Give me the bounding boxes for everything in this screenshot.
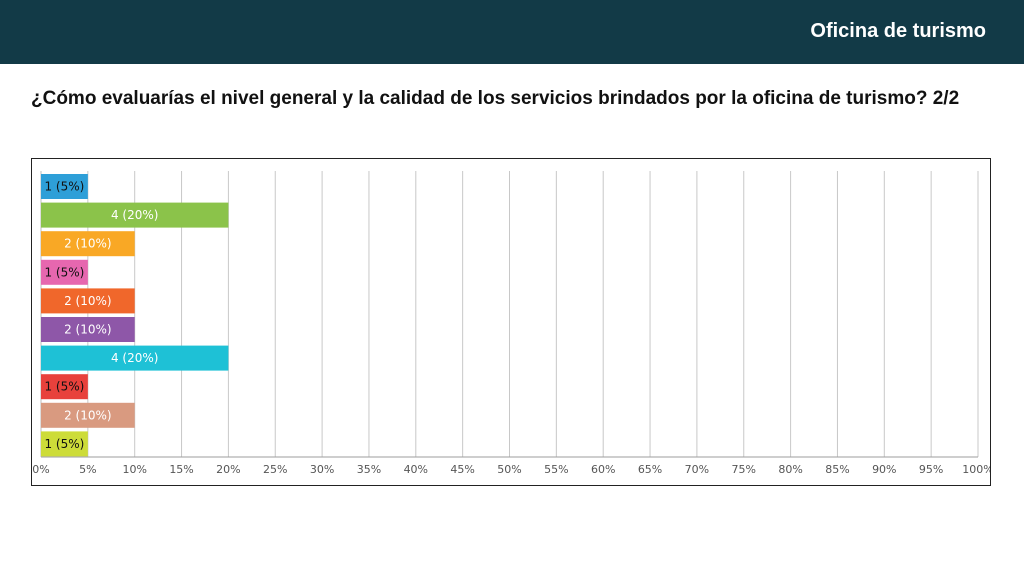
bar	[41, 174, 88, 199]
x-tick-label: 20%	[216, 463, 240, 476]
x-tick-label: 100%	[962, 463, 990, 476]
bar-data-label: 2 (10%)	[64, 294, 111, 308]
bar-chart: 0% 5% 10% 15% 20% 25% 30% 35% 40% 45% 50% 55% 60% 65%…	[32, 171, 990, 476]
x-tick-label: 25%	[263, 463, 287, 476]
x-tick-label: 85%	[825, 463, 849, 476]
bar	[41, 402, 135, 428]
bar-data-label: 4 (20%)	[111, 351, 158, 365]
x-tick-label: 15%	[169, 463, 193, 476]
x-tick-label: 35%	[357, 463, 381, 476]
x-tick-label: 45%	[450, 463, 474, 476]
bar-data-label: 2 (10%)	[64, 323, 111, 337]
header-bar: Oficina de turismo	[0, 0, 1024, 64]
bar	[41, 317, 135, 342]
question-title: ¿Cómo evaluarías el nivel general y la c…	[31, 88, 960, 109]
bar	[41, 288, 135, 314]
x-tick-label: 95%	[919, 463, 943, 476]
bar	[41, 345, 229, 371]
x-tick-label: 5%	[79, 463, 96, 476]
x-tick-label: 60%	[591, 463, 615, 476]
bar	[41, 202, 229, 228]
x-tick-label: 40%	[404, 463, 428, 476]
bar-data-label: 1 (5%)	[44, 180, 84, 194]
x-tick-label: 90%	[872, 463, 896, 476]
header-title: Oficina de turismo	[810, 20, 986, 42]
x-tick-label: 55%	[544, 463, 568, 476]
bar-data-label: 4 (20%)	[111, 208, 158, 222]
bar	[41, 259, 88, 285]
x-tick-label: 50%	[497, 463, 521, 476]
x-tick-label: 70%	[685, 463, 709, 476]
bar-data-label: 2 (10%)	[64, 408, 111, 422]
bar-data-label: 1 (5%)	[44, 380, 84, 394]
x-tick-label: 80%	[778, 463, 802, 476]
bar-data-label: 2 (10%)	[64, 237, 111, 251]
bar	[41, 431, 88, 457]
bar	[41, 231, 135, 257]
x-tick-label: 65%	[638, 463, 662, 476]
bar-data-label: 1 (5%)	[44, 437, 84, 451]
x-tick-label: 0%	[32, 463, 49, 476]
x-tick-label: 30%	[310, 463, 334, 476]
bar	[41, 374, 88, 400]
bar-data-label: 1 (5%)	[44, 265, 84, 279]
x-tick-label: 10%	[122, 463, 146, 476]
chart-frame: 0% 5% 10% 15% 20% 25% 30% 35% 40% 45% 50% 55% 60% 65%…	[31, 158, 991, 486]
x-tick-label: 75%	[732, 463, 756, 476]
